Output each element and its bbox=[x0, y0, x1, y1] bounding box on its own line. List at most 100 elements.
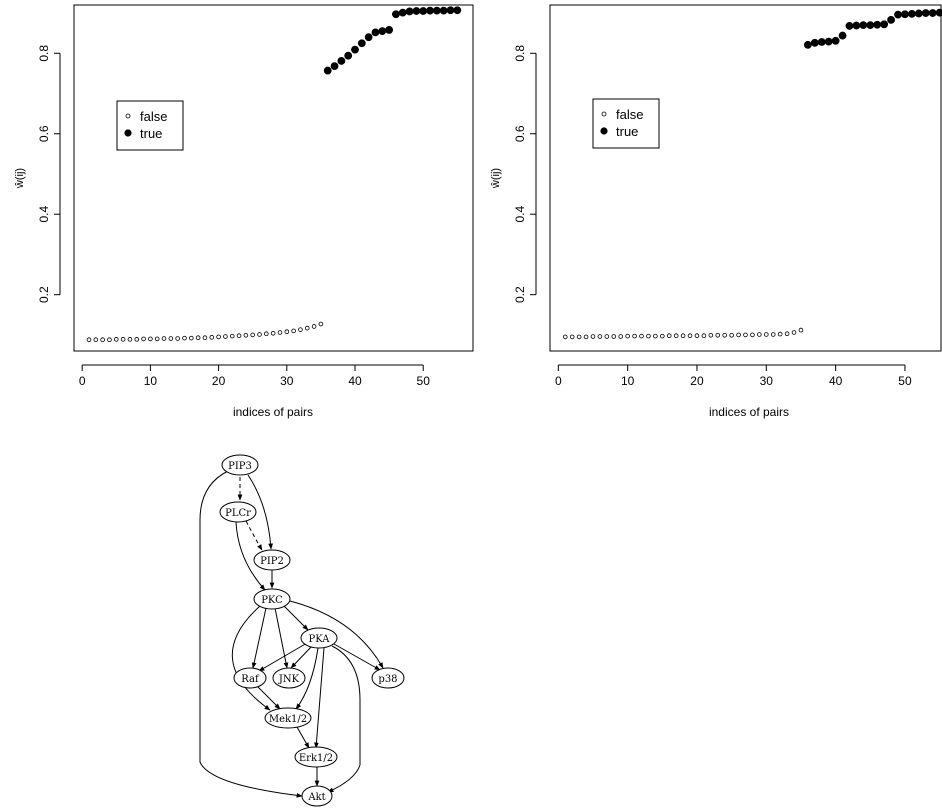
node-akt: Akt bbox=[301, 785, 333, 807]
data-point-false bbox=[189, 335, 194, 341]
data-point-false bbox=[141, 336, 146, 342]
data-point-true bbox=[845, 22, 854, 30]
x-tick-label: 40 bbox=[829, 374, 843, 388]
legend-marker-true bbox=[124, 129, 132, 137]
data-point-false bbox=[583, 334, 589, 340]
data-point-false bbox=[202, 335, 208, 341]
data-point-true bbox=[446, 6, 455, 15]
data-point-false bbox=[639, 333, 644, 339]
data-point-true bbox=[426, 6, 434, 15]
x-tick-label: 50 bbox=[417, 374, 431, 388]
legend: false true bbox=[116, 100, 184, 151]
node-label: Erk1/2 bbox=[299, 753, 333, 764]
node-label: PLCr bbox=[225, 508, 251, 519]
node-label: JNK bbox=[278, 674, 300, 685]
edge-pkc-mek bbox=[231, 605, 271, 711]
data-point-false bbox=[743, 332, 748, 338]
data-point-true bbox=[921, 9, 930, 17]
edge-pkc-jnk bbox=[274, 607, 289, 669]
diagram-edges bbox=[199, 470, 384, 798]
data-point-false bbox=[784, 331, 790, 337]
edge-pka-jnk bbox=[290, 645, 313, 669]
data-point-false bbox=[182, 335, 187, 341]
legend-marker-true bbox=[600, 127, 608, 135]
data-point-false bbox=[168, 336, 174, 341]
node-label: PIP3 bbox=[228, 461, 252, 472]
y-tick-label: 0.2 bbox=[37, 286, 51, 303]
node-label: Akt bbox=[307, 792, 325, 803]
y-tick-label: 0.6 bbox=[37, 125, 51, 142]
x-tick-label: 10 bbox=[621, 374, 635, 388]
data-point-true bbox=[928, 9, 937, 17]
data-point-false bbox=[284, 329, 290, 334]
data-point-false bbox=[318, 321, 324, 327]
data-point-true bbox=[330, 62, 339, 71]
data-point-false bbox=[236, 333, 242, 339]
data-point-false bbox=[562, 334, 568, 340]
data-point-false bbox=[243, 333, 249, 338]
data-point-false bbox=[113, 337, 119, 342]
y-axis-label: ŵ(ij) bbox=[14, 168, 26, 189]
series-true bbox=[323, 6, 462, 75]
legend-marker-false bbox=[125, 113, 131, 119]
x-axis-label: indices of pairs bbox=[709, 405, 789, 419]
data-point-false bbox=[590, 334, 596, 339]
y-tick-label: 0.6 bbox=[513, 125, 527, 142]
data-point-true bbox=[880, 20, 889, 29]
y-tick-label: 0.8 bbox=[37, 45, 51, 62]
data-point-false bbox=[680, 333, 686, 339]
data-point-false bbox=[195, 335, 201, 341]
data-point-true bbox=[378, 27, 387, 36]
scatter-plot-right: 0 10 20 30 40 50 indices of pairs 0.2 0.4 0.6 0.8 ŵ… bbox=[490, 4, 942, 419]
data-point-false bbox=[701, 333, 707, 339]
data-point-false bbox=[100, 337, 105, 343]
series-false bbox=[562, 327, 804, 340]
data-point-false bbox=[120, 337, 126, 342]
data-point-false bbox=[632, 333, 637, 339]
data-point-false bbox=[311, 324, 317, 329]
edge-pka-akt bbox=[327, 645, 361, 793]
signaling-network-diagram: PIP3 PLCr PIP2 PKC PKA Raf bbox=[199, 454, 405, 807]
data-point-true bbox=[419, 7, 428, 15]
y-axis-label: ŵ(ij) bbox=[490, 168, 502, 189]
edge-pip3-akt bbox=[199, 470, 303, 798]
data-point-true bbox=[810, 38, 819, 47]
data-point-false bbox=[223, 334, 228, 339]
data-point-false bbox=[722, 333, 728, 338]
x-axis: 0 10 20 30 40 50 indices of pairs bbox=[79, 364, 431, 419]
data-point-true bbox=[894, 10, 902, 19]
data-point-false bbox=[597, 334, 603, 339]
data-point-false bbox=[209, 335, 215, 340]
data-point-false bbox=[798, 327, 804, 333]
plot-frame bbox=[73, 4, 474, 352]
node-label: PIP2 bbox=[260, 556, 284, 567]
data-point-true bbox=[398, 8, 407, 17]
data-point-false bbox=[694, 333, 700, 339]
data-point-false bbox=[770, 332, 776, 337]
x-tick-label: 30 bbox=[280, 374, 294, 388]
data-point-false bbox=[736, 332, 741, 338]
x-tick-label: 40 bbox=[348, 374, 362, 388]
data-point-true bbox=[935, 8, 942, 17]
data-point-false bbox=[750, 332, 755, 338]
data-point-false bbox=[134, 337, 140, 342]
edge-plcr-pkc bbox=[235, 521, 266, 591]
data-point-false bbox=[93, 337, 99, 343]
y-tick-label: 0.2 bbox=[513, 286, 527, 303]
edge-pka-mek bbox=[295, 647, 319, 710]
data-point-false bbox=[154, 336, 160, 342]
data-point-false bbox=[757, 332, 762, 337]
data-point-false bbox=[604, 334, 610, 339]
data-point-false bbox=[291, 328, 296, 334]
series-true bbox=[803, 8, 942, 49]
edge-pkc-pka bbox=[283, 605, 309, 631]
data-point-true bbox=[432, 6, 441, 15]
data-point-false bbox=[777, 331, 783, 337]
x-tick-label: 30 bbox=[760, 374, 774, 388]
data-point-false bbox=[298, 327, 303, 332]
edge-mek-erk bbox=[296, 726, 310, 749]
data-point-true bbox=[364, 33, 373, 42]
data-point-true bbox=[412, 7, 421, 15]
data-point-false bbox=[660, 333, 665, 339]
node-label: p38 bbox=[378, 674, 397, 685]
